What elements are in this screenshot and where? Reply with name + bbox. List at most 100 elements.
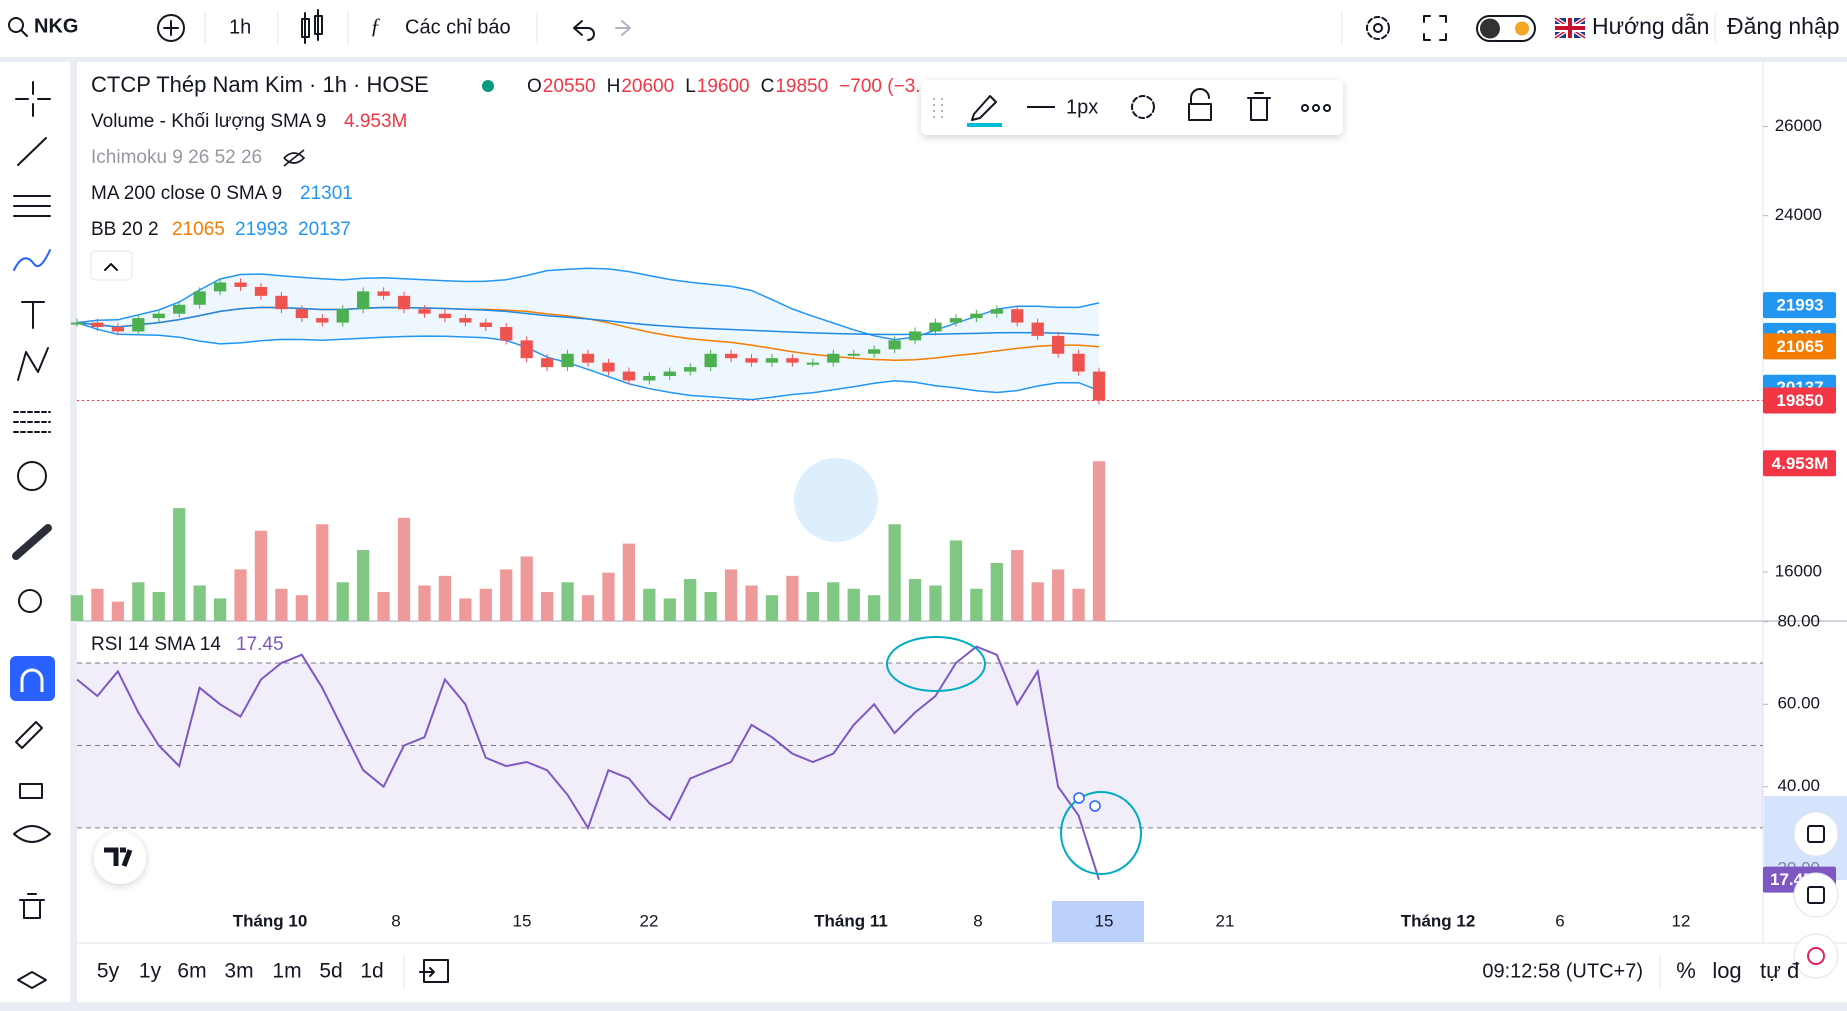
crosshair-tool[interactable] [15,81,51,117]
drawing-ellipse[interactable] [886,636,986,692]
magnet-active[interactable] [10,656,55,701]
candle [234,282,247,287]
symbol[interactable]: NKG [34,15,78,37]
lock-tool[interactable] [19,783,43,799]
x-tick-label: Tháng 11 [814,911,888,930]
line-width[interactable]: 1px [1066,96,1098,118]
drawing-more[interactable] [1301,104,1331,112]
lock-draw-tool[interactable] [15,721,43,749]
volume-bar [193,585,206,621]
guide[interactable]: Hướng dẫn [1592,13,1709,39]
volume-bar [908,579,922,621]
volume-bar [1092,461,1106,621]
candle [295,309,308,319]
zoom-tool[interactable] [18,589,42,613]
range-button[interactable]: 6m [177,960,206,983]
volume-bar [1031,582,1044,621]
percent-toggle[interactable]: % [1676,958,1696,983]
text-tool[interactable] [21,301,45,329]
candle [500,327,513,341]
brush-tool[interactable] [13,249,51,271]
undo[interactable] [573,20,595,41]
flag-uk[interactable] [1553,16,1587,40]
candle [929,322,942,332]
fib-tool[interactable] [13,195,51,217]
interval[interactable]: 1h [229,16,251,38]
trash-tool[interactable] [19,893,45,919]
theme-toggle[interactable] [1476,15,1536,42]
bb-basis-badge-bg [1763,333,1836,360]
layers-tool[interactable] [17,971,47,989]
volume-bar [724,569,738,621]
volume-bar [643,588,656,621]
range-button[interactable]: 1m [272,960,301,983]
range-button[interactable]: 1y [139,960,162,983]
candle [459,318,472,323]
x-tick-label: 8 [973,911,982,930]
candle [908,331,922,341]
emoji-tool[interactable] [17,461,47,491]
indicators-button[interactable]: ƒ Các chỉ báo [370,13,511,38]
chart-type[interactable] [301,9,323,44]
y-tick-label: 16000 [1775,561,1822,580]
ichimoku-legend: Ichimoku 9 26 52 26 [91,147,262,168]
candle [724,353,738,359]
candle [602,362,615,372]
volume-bar [806,591,819,621]
candle [663,371,676,377]
range-button[interactable]: 1d [360,960,383,983]
side-button[interactable] [1793,872,1839,918]
volume-bar [500,569,513,621]
volume-bar [70,595,84,621]
side-button[interactable] [1793,933,1839,979]
pattern-tool[interactable] [17,347,49,381]
prediction-tool[interactable] [13,411,51,433]
rsi-tick-label: 40.00 [1777,776,1820,795]
candle [254,286,268,296]
login[interactable]: Đăng nhập [1727,13,1840,39]
volume-bar [520,556,533,621]
candle [336,309,349,323]
settings[interactable] [1366,16,1390,40]
range-button[interactable]: 3m [224,960,253,983]
add-symbol[interactable] [157,14,185,42]
bb-upper-line [76,267,1100,341]
trend-line-tool[interactable] [17,137,47,166]
range-button[interactable]: 5d [319,960,342,983]
volume-bar [316,524,329,621]
volume-bar [459,598,472,621]
candle [132,318,145,332]
drawing-handle[interactable] [1089,800,1101,812]
volume-bar [213,598,227,621]
candle [70,322,84,325]
candle [1051,335,1065,354]
candle [622,371,636,381]
color-button[interactable] [971,95,997,121]
drawing-ellipse[interactable] [1060,791,1142,875]
ruler-tool[interactable] [12,524,52,560]
candle [438,313,452,319]
volume-bar [418,585,431,621]
hidden-icon[interactable] [283,149,306,167]
search[interactable]: NKG [8,15,78,37]
log-toggle[interactable]: log [1712,958,1741,983]
fullscreen[interactable] [1423,15,1447,41]
volume-bar [990,562,1003,621]
volume-bar [275,588,288,621]
volume-legend: Volume - Khối lượng SMA 9 [91,111,326,132]
auto-toggle[interactable]: tự đ [1760,958,1800,983]
volume-bar [684,579,697,621]
hide-tool[interactable] [13,825,51,843]
drawing-delete[interactable] [1247,92,1271,121]
drawing-settings[interactable] [1131,95,1155,119]
candle [316,318,329,323]
drawing-handle[interactable] [1073,792,1085,804]
side-button[interactable] [1793,811,1839,857]
x-tick-label: 8 [391,911,400,930]
indicators-label[interactable]: Các chỉ báo [405,16,511,38]
collapse-legend[interactable] [90,250,133,281]
drawing-lock[interactable] [1188,88,1212,121]
goto-date[interactable] [419,959,449,983]
range-button[interactable]: 5y [97,960,120,983]
